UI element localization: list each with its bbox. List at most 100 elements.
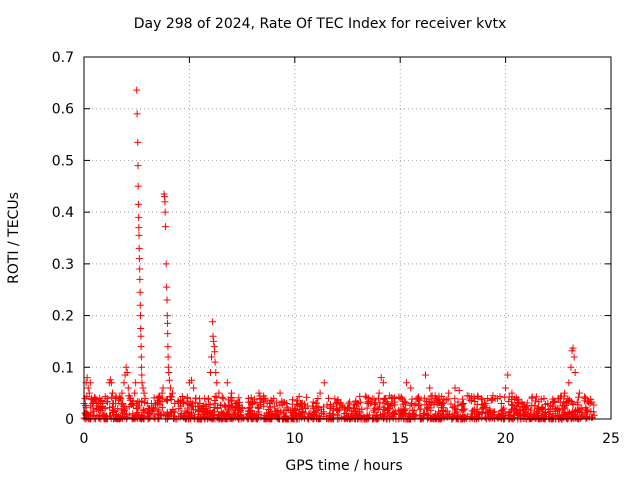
noise-point xyxy=(493,395,501,403)
data-point xyxy=(159,384,167,392)
noise-point xyxy=(162,396,170,404)
noise-point xyxy=(288,414,296,422)
noise-point xyxy=(306,409,314,417)
noise-point xyxy=(390,411,398,419)
noise-point xyxy=(169,407,177,415)
data-point xyxy=(165,376,173,384)
noise-point xyxy=(487,396,495,404)
data-point xyxy=(134,162,142,170)
noise-point xyxy=(184,404,192,412)
noise-point xyxy=(371,404,379,412)
noise-point xyxy=(103,398,111,406)
noise-point xyxy=(347,407,355,415)
noise-point xyxy=(430,397,438,405)
data-point xyxy=(136,265,144,273)
noise-point xyxy=(235,401,243,409)
plot-frame xyxy=(83,56,612,420)
data-point xyxy=(163,283,171,291)
noise-point xyxy=(82,401,90,409)
noise-point xyxy=(97,397,105,405)
noise-point xyxy=(264,406,272,414)
noise-point xyxy=(397,405,405,413)
noise-point xyxy=(253,399,261,407)
noise-point xyxy=(101,393,109,401)
noise-point xyxy=(333,411,341,419)
noise-point xyxy=(363,393,371,401)
noise-point xyxy=(98,396,106,404)
data-point xyxy=(208,353,216,361)
noise-point xyxy=(478,409,486,417)
noise-point xyxy=(567,397,575,405)
data-point xyxy=(138,363,146,371)
noise-point xyxy=(440,414,448,422)
data-point xyxy=(211,358,219,366)
noise-point xyxy=(232,411,240,419)
noise-point xyxy=(534,403,542,411)
noise-point xyxy=(478,396,486,404)
noise-point xyxy=(375,394,383,402)
noise-point xyxy=(408,395,416,403)
noise-point xyxy=(148,406,156,414)
data-point xyxy=(137,332,145,340)
noise-point xyxy=(468,407,476,415)
noise-point xyxy=(482,409,490,417)
noise-point xyxy=(400,397,408,405)
noise-point xyxy=(459,407,467,415)
noise-point xyxy=(91,395,99,403)
noise-point xyxy=(90,407,98,415)
noise-point xyxy=(157,412,165,420)
noise-point xyxy=(423,404,431,412)
noise-point xyxy=(271,411,279,419)
data-point xyxy=(137,353,145,361)
y-axis-label: ROTI / TECUs xyxy=(6,192,22,284)
noise-point xyxy=(188,412,196,420)
noise-point xyxy=(339,403,347,411)
data-point xyxy=(120,379,128,387)
data-point xyxy=(83,374,91,382)
noise-point xyxy=(561,405,569,413)
noise-point xyxy=(356,398,364,406)
x-tick-label: 5 xyxy=(185,431,194,447)
noise-point xyxy=(113,411,121,419)
noise-point xyxy=(98,411,106,419)
noise-point xyxy=(194,402,202,410)
noise-point xyxy=(206,406,214,414)
noise-point xyxy=(308,402,316,410)
noise-point xyxy=(523,399,531,407)
noise-point xyxy=(217,402,225,410)
data-point xyxy=(136,275,144,283)
data-point xyxy=(163,296,171,304)
chart-title: Day 298 of 2024, Rate Of TEC Index for r… xyxy=(133,16,507,32)
noise-point xyxy=(163,408,171,416)
data-point xyxy=(134,200,142,208)
noise-point xyxy=(383,398,391,406)
noise-point xyxy=(416,405,424,413)
noise-point xyxy=(266,399,274,407)
noise-point xyxy=(590,408,598,416)
data-point xyxy=(164,330,172,338)
noise-point xyxy=(93,412,101,420)
noise-point xyxy=(448,414,456,422)
noise-point xyxy=(255,408,263,416)
noise-point xyxy=(87,396,95,404)
noise-point xyxy=(106,404,114,412)
noise-point xyxy=(250,411,258,419)
noise-point xyxy=(313,399,321,407)
noise-point xyxy=(385,392,393,400)
noise-point xyxy=(490,408,498,416)
noise-point xyxy=(219,414,227,422)
noise-point xyxy=(481,402,489,410)
noise-point xyxy=(345,400,353,408)
data-point xyxy=(84,384,92,392)
data-point xyxy=(213,379,221,387)
noise-point xyxy=(572,414,580,422)
noise-point xyxy=(550,397,558,405)
noise-point xyxy=(314,395,322,403)
noise-point xyxy=(323,401,331,409)
noise-point xyxy=(211,393,219,401)
data-point xyxy=(379,379,387,387)
noise-point xyxy=(508,401,516,409)
noise-point xyxy=(217,408,225,416)
data-point xyxy=(139,384,147,392)
noise-point xyxy=(588,414,596,422)
